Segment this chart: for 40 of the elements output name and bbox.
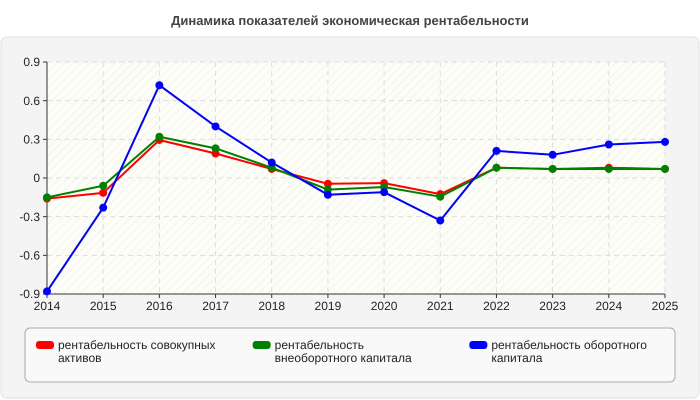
- point: [212, 144, 220, 152]
- legend-label: рентабельность совокупных активов: [58, 338, 216, 365]
- x-tick-label: 2023: [539, 299, 566, 313]
- point: [268, 158, 276, 167]
- legend-label: рентабельность оборотного капитала: [491, 338, 648, 365]
- x-tick-label: 2015: [90, 299, 117, 313]
- point: [324, 190, 332, 199]
- point: [212, 122, 220, 130]
- point: [436, 192, 444, 201]
- y-tick-label: -0.6: [19, 248, 40, 263]
- x-tick-label: 2020: [370, 299, 398, 313]
- point: [604, 140, 613, 148]
- point: [155, 81, 164, 90]
- point: [380, 188, 388, 196]
- y-tick-label: 0.3: [23, 132, 40, 147]
- legend-label: рентабельность внеоборотного капитала: [274, 338, 412, 365]
- x-tick-label: 2021: [426, 299, 454, 313]
- point: [661, 138, 669, 146]
- x-tick-label: 2025: [652, 299, 679, 313]
- x-tick-label: 2022: [483, 299, 510, 313]
- y-tick-label: 0.9: [23, 55, 40, 70]
- chart-title: Динамика показателей экономическая рентабельности: [171, 13, 529, 28]
- x-tick-label: 2019: [314, 299, 342, 313]
- x-tick-label: 2017: [202, 299, 230, 313]
- point: [43, 287, 51, 296]
- point: [548, 150, 557, 159]
- y-tick-label: -0.3: [19, 210, 40, 224]
- point: [436, 216, 444, 225]
- y-tick-label: 0: [33, 171, 40, 186]
- y-tick-label: -0.9: [19, 287, 40, 302]
- x-tick-label: 2018: [258, 299, 286, 313]
- point: [99, 182, 108, 190]
- point: [99, 204, 108, 212]
- x-tick-label: 2014: [34, 299, 61, 313]
- point: [155, 132, 164, 141]
- x-tick-label: 2024: [595, 299, 622, 313]
- x-tick-label: 2016: [146, 299, 174, 313]
- point: [492, 146, 500, 155]
- point: [99, 188, 108, 197]
- y-tick-label: 0.6: [23, 94, 40, 108]
